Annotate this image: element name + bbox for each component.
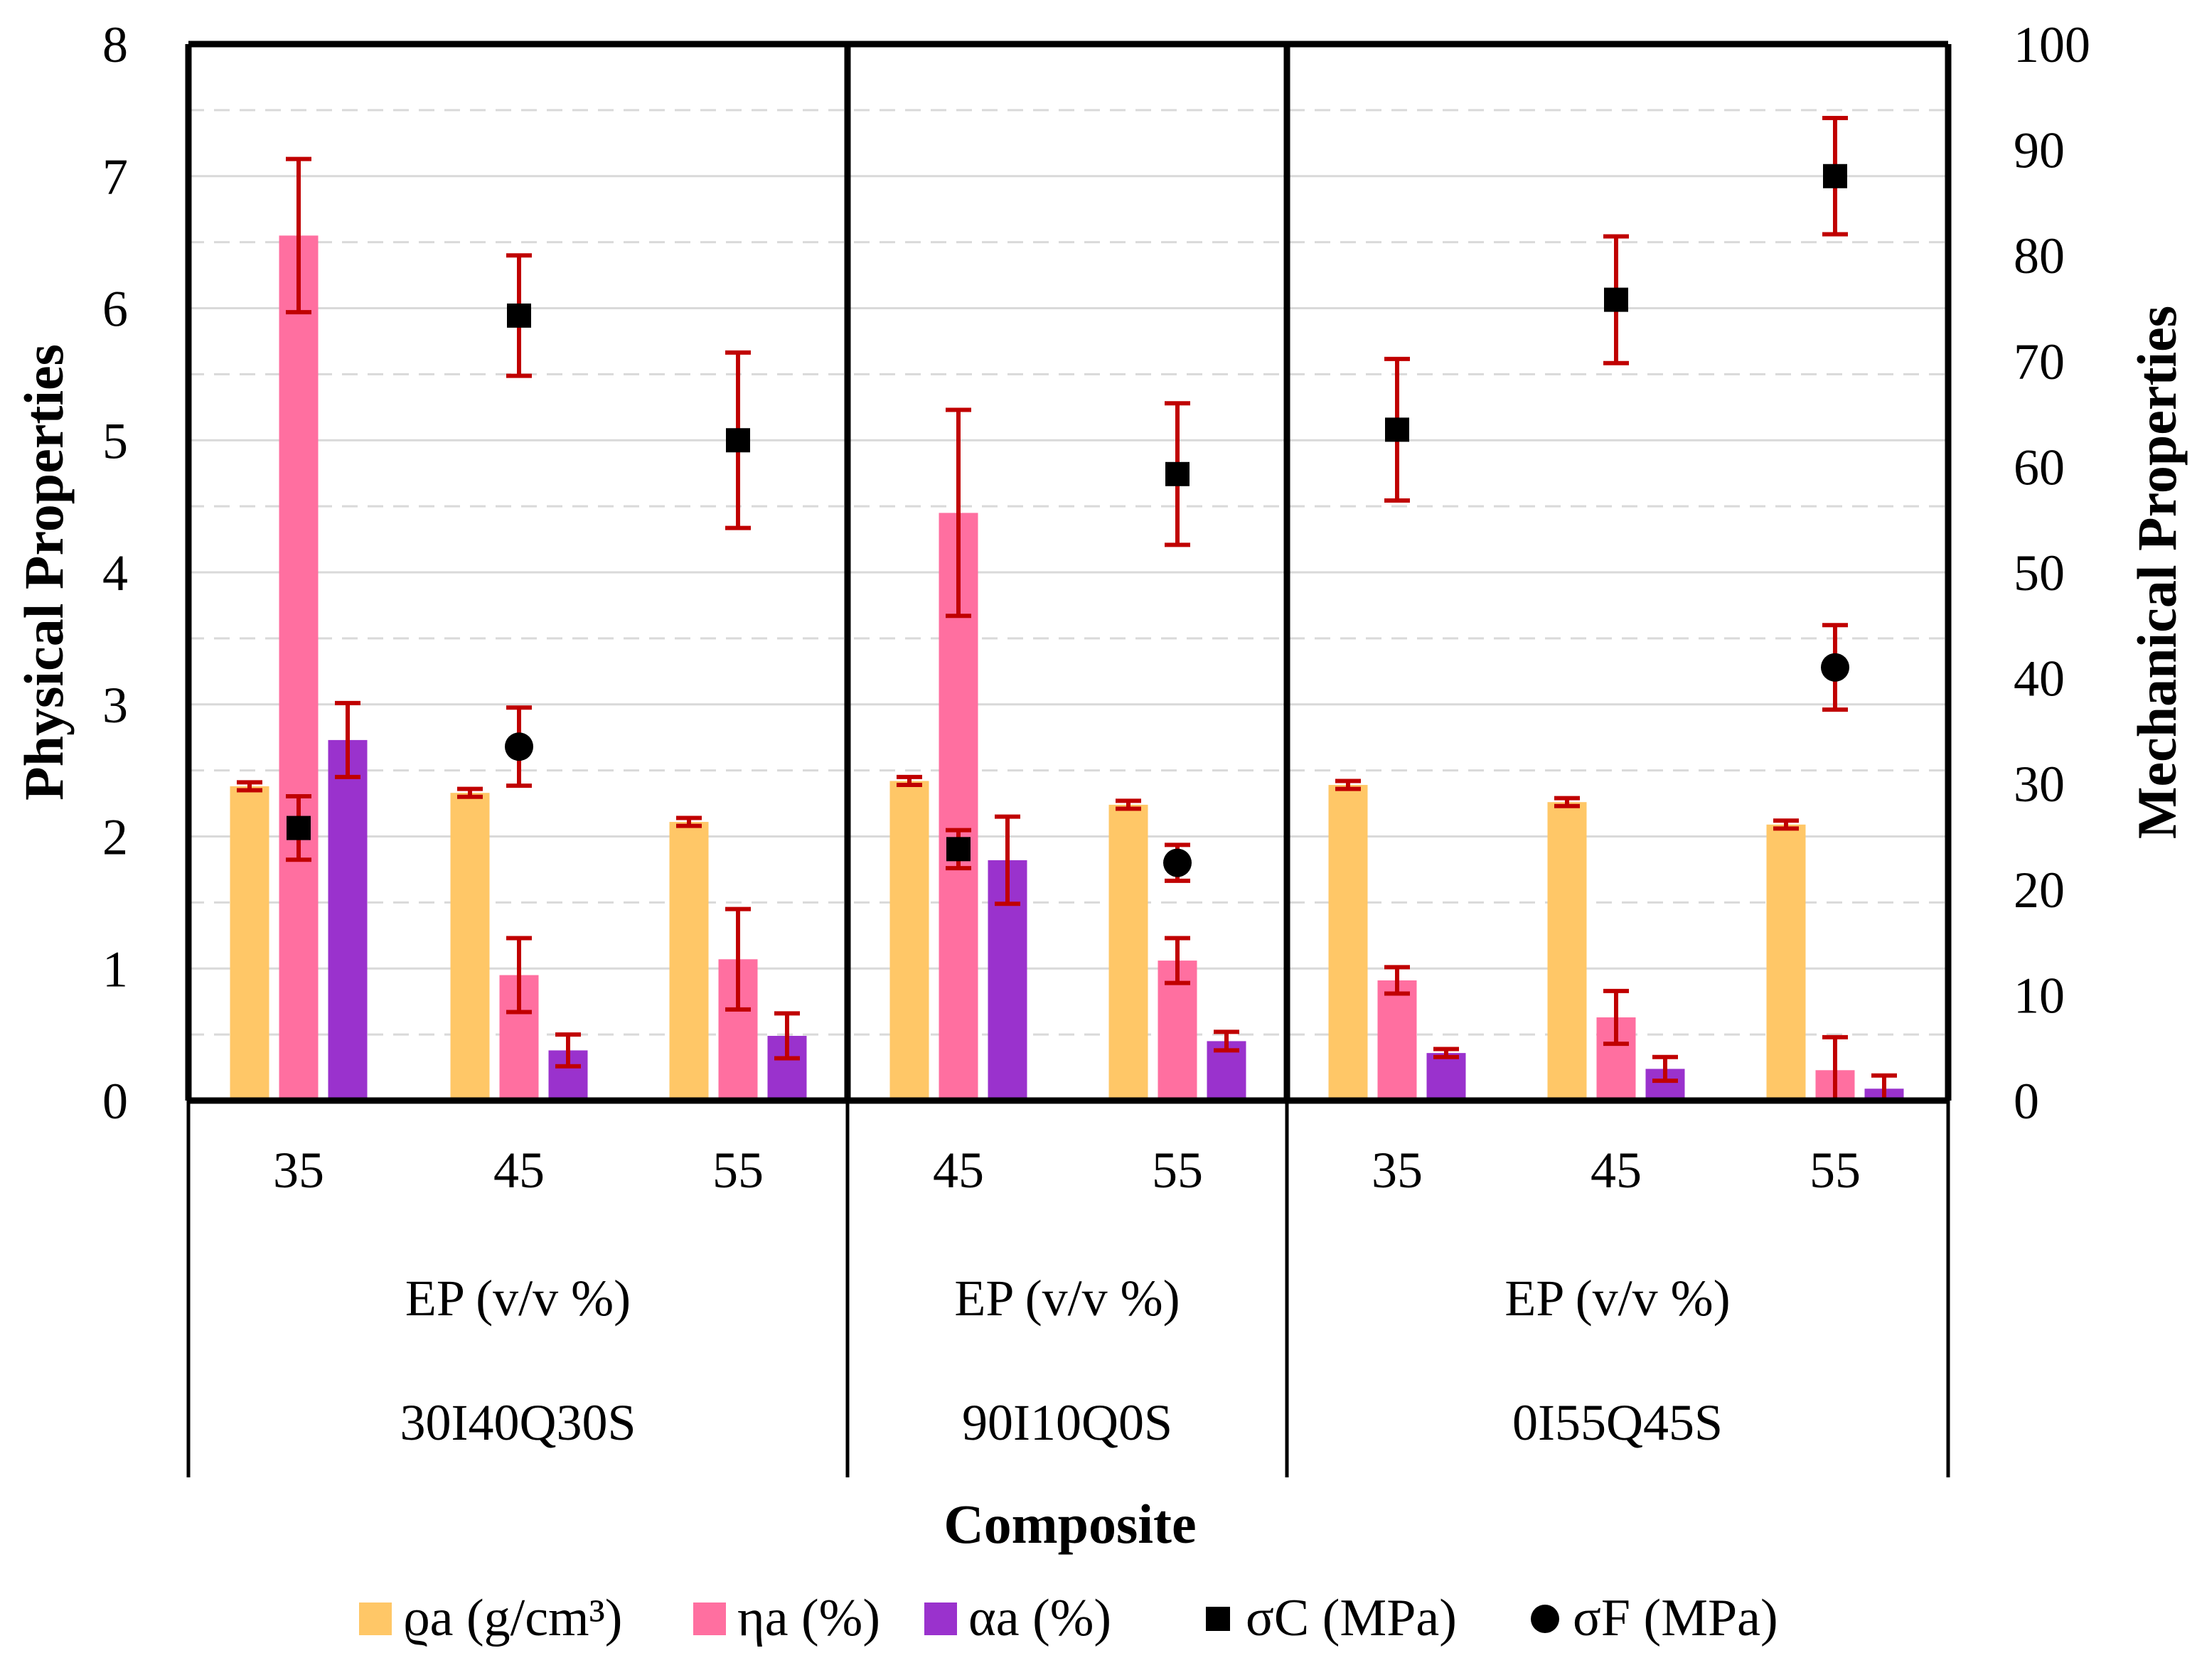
- point-sigmaC: [726, 428, 750, 453]
- left-tick-label: 8: [102, 16, 128, 73]
- legend-label-eta: ηa (%): [737, 1589, 880, 1647]
- legend-swatch-eta: [693, 1603, 726, 1635]
- left-tick-label: 5: [102, 412, 128, 469]
- legend-label-alpha: αa (%): [968, 1589, 1111, 1647]
- group-label: 90I10Q0S: [962, 1394, 1172, 1451]
- legend-label-sigmaC: σC (MPa): [1246, 1589, 1457, 1647]
- point-sigmaC: [507, 303, 531, 328]
- right-tick-label: 80: [2014, 228, 2065, 284]
- bar-rho: [669, 822, 709, 1101]
- category-label: 45: [1591, 1142, 1642, 1199]
- left-tick-label: 7: [102, 149, 128, 205]
- legend-label-rho: ϱa (g/cm³): [403, 1589, 622, 1647]
- right-tick-label: 10: [2014, 967, 2065, 1024]
- legend-label-sigmaF: σF (MPa): [1573, 1589, 1778, 1647]
- point-sigmaC: [1604, 287, 1628, 312]
- bar-alpha: [328, 739, 368, 1101]
- right-tick-label: 30: [2014, 756, 2065, 813]
- bar-rho: [1108, 804, 1148, 1101]
- bar-rho: [230, 786, 269, 1101]
- point-sigmaC: [946, 837, 971, 862]
- category-label: 55: [1152, 1142, 1203, 1199]
- right-tick-label: 100: [2014, 16, 2090, 73]
- bar-rho: [450, 793, 490, 1101]
- left-tick-label: 4: [102, 545, 128, 601]
- left-tick-label: 3: [102, 677, 128, 734]
- group-label: 0I55Q45S: [1512, 1394, 1723, 1451]
- category-label: 45: [933, 1142, 984, 1199]
- bar-rho: [1328, 785, 1368, 1101]
- right-tick-label: 50: [2014, 545, 2065, 601]
- point-sigmaF: [505, 732, 533, 761]
- category-label: 35: [1372, 1142, 1423, 1199]
- point-sigmaC: [287, 815, 311, 840]
- x-axis-title: Composite: [944, 1493, 1196, 1555]
- bar-rho: [1766, 824, 1806, 1101]
- point-sigmaC: [1165, 461, 1190, 486]
- left-axis-title: Physical Properties: [13, 344, 75, 801]
- category-label: 55: [712, 1142, 764, 1199]
- point-sigmaC: [1823, 164, 1847, 188]
- left-tick-label: 6: [102, 281, 128, 338]
- right-tick-label: 40: [2014, 651, 2065, 707]
- bar-rho: [889, 781, 929, 1101]
- left-tick-label: 0: [102, 1073, 128, 1130]
- bar-rho: [1547, 802, 1587, 1101]
- legend-swatch-rho: [359, 1603, 392, 1635]
- point-sigmaC: [1385, 417, 1409, 442]
- ep-label: EP (v/v %): [954, 1270, 1180, 1327]
- bar-eta: [1377, 980, 1417, 1101]
- ep-label: EP (v/v %): [1504, 1270, 1730, 1327]
- bar-alpha: [1426, 1053, 1466, 1101]
- bar-eta: [279, 235, 319, 1101]
- right-tick-label: 60: [2014, 439, 2065, 496]
- point-sigmaF: [1821, 653, 1849, 682]
- left-tick-label: 2: [102, 809, 128, 866]
- legend-swatch-alpha: [924, 1603, 957, 1635]
- ep-label: EP (v/v %): [405, 1270, 631, 1327]
- right-tick-label: 20: [2014, 862, 2065, 919]
- group-label: 30I40Q30S: [400, 1394, 636, 1451]
- category-label: 35: [273, 1142, 324, 1199]
- left-tick-label: 1: [102, 941, 128, 997]
- right-tick-label: 0: [2014, 1073, 2039, 1130]
- right-tick-label: 90: [2014, 122, 2065, 179]
- right-tick-label: 70: [2014, 333, 2065, 390]
- right-axis-title: Mechanical Properties: [2126, 306, 2188, 839]
- legend-swatch-sigmaF: [1531, 1605, 1559, 1633]
- point-sigmaF: [1163, 848, 1192, 877]
- category-label: 45: [493, 1142, 545, 1199]
- legend-swatch-sigmaC: [1206, 1607, 1230, 1631]
- category-label: 55: [1810, 1142, 1861, 1199]
